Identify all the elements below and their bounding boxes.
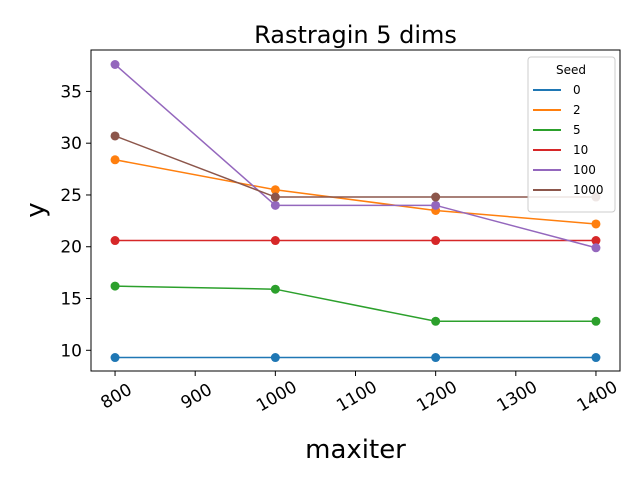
data-point-2-1000 — [270, 185, 280, 195]
data-point-100-800 — [110, 59, 120, 69]
data-point-5-800 — [110, 281, 120, 291]
data-point-5-1000 — [270, 284, 280, 294]
y-tick-label: 35 — [60, 82, 82, 102]
data-point-0-1000 — [270, 353, 280, 363]
data-point-0-1200 — [431, 353, 441, 363]
data-point-1000-1200 — [431, 192, 441, 202]
legend-box — [527, 56, 616, 213]
series-line-100 — [114, 63, 597, 249]
data-point-100-1200 — [431, 200, 441, 210]
y-axis: 10 15 20 25 30 35 — [60, 82, 91, 361]
legend: Seed 0 2 5 10 100 1000 — [527, 56, 616, 213]
y-tick-label: 20 — [60, 238, 82, 258]
series-line-1000 — [114, 135, 596, 198]
y-tick-label: 30 — [60, 134, 82, 154]
data-point-1000-1000 — [270, 192, 280, 202]
legend-title: Seed — [556, 63, 586, 77]
data-point-1000-800 — [110, 131, 120, 141]
x-axis-label: maxiter — [305, 435, 406, 465]
y-axis-label: y — [21, 202, 51, 217]
legend-label-0: 0 — [573, 83, 581, 97]
legend-label-2: 2 — [573, 103, 581, 117]
data-point-2-1400 — [591, 219, 601, 229]
data-point-5-1200 — [431, 316, 441, 326]
y-tick-label: 10 — [60, 341, 82, 361]
data-point-10-1200 — [431, 236, 441, 246]
data-point-2-800 — [110, 155, 120, 165]
legend-label-10: 10 — [573, 143, 588, 157]
data-point-100-1000 — [270, 200, 280, 210]
plot-area — [110, 59, 601, 363]
y-tick-label: 15 — [60, 290, 82, 310]
data-point-0-800 — [110, 353, 120, 363]
y-tick-label: 25 — [60, 186, 82, 206]
series-line-5 — [115, 285, 596, 323]
data-point-10-1400 — [591, 236, 601, 246]
chart-title: Rastragin 5 dims — [254, 21, 457, 49]
legend-label-5: 5 — [573, 123, 581, 137]
data-point-0-1400 — [591, 353, 601, 363]
data-point-10-800 — [110, 236, 120, 246]
data-point-100-1400 — [591, 243, 601, 253]
legend-label-1000: 1000 — [573, 183, 604, 197]
data-point-5-1400 — [591, 316, 601, 326]
data-point-10-1000 — [270, 236, 280, 246]
legend-label-100: 100 — [573, 163, 596, 177]
series-line-2 — [114, 159, 597, 225]
